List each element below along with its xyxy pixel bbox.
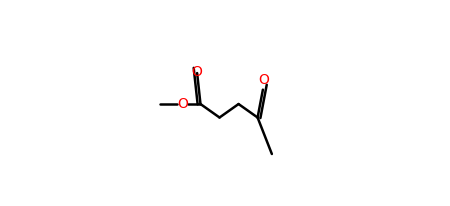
Text: O: O [177,97,188,111]
Text: O: O [258,73,270,87]
Text: O: O [191,65,202,79]
